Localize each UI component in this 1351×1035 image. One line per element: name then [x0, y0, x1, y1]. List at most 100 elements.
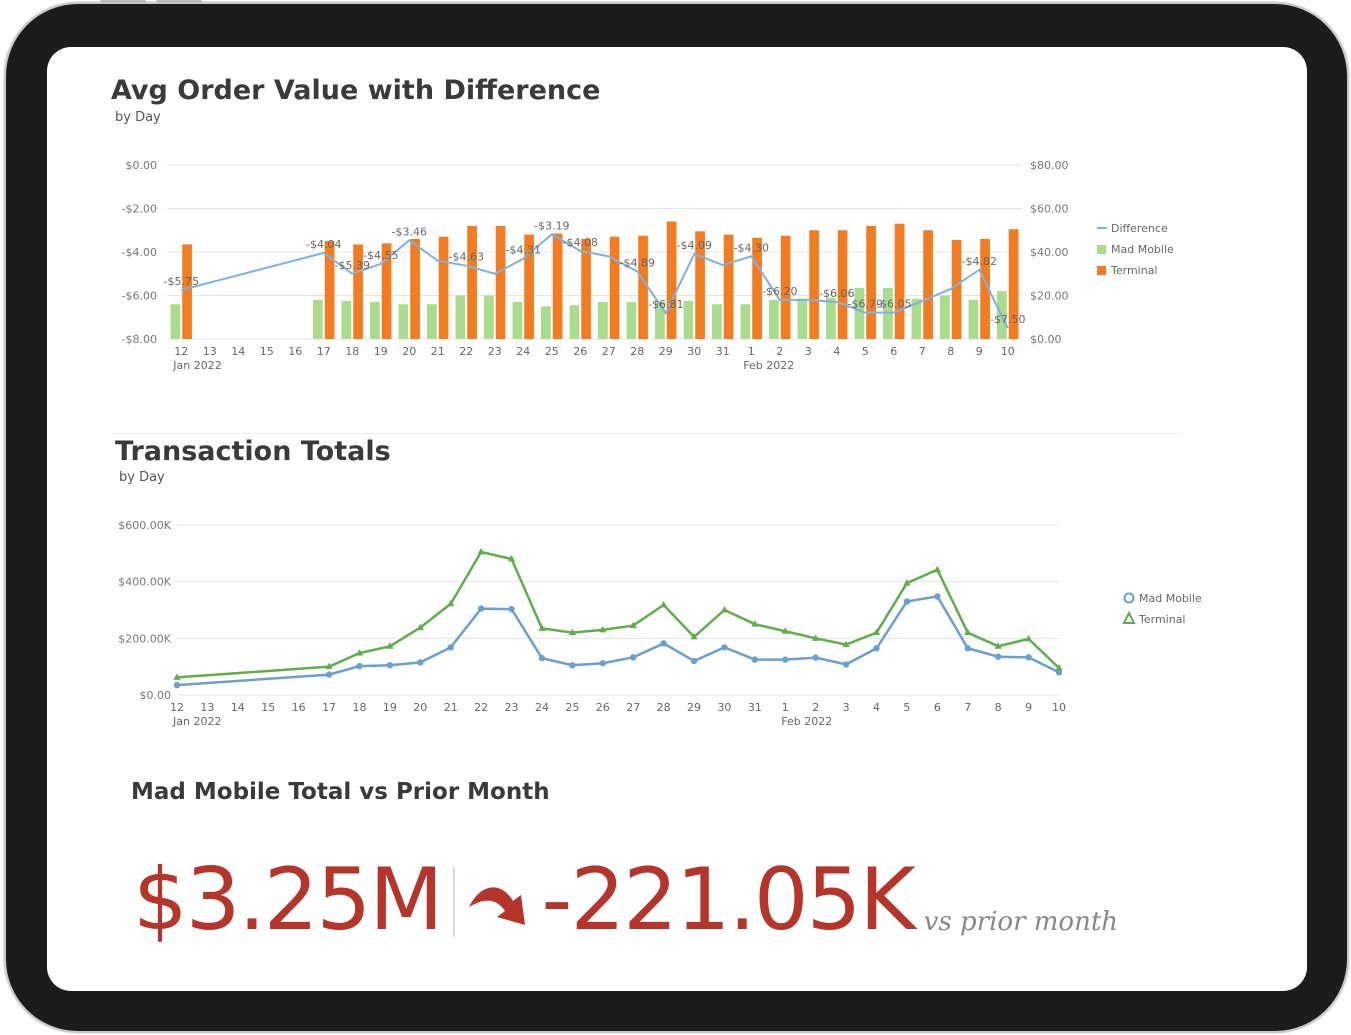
bar-mad-mobile	[170, 304, 181, 339]
x-tick-label: 27	[626, 701, 640, 714]
legend-label-terminal: Terminal	[1138, 613, 1186, 626]
bar-terminal	[495, 225, 506, 339]
point-terminal	[903, 579, 911, 586]
x-tick-label: 4	[873, 701, 880, 714]
bar-mad-mobile	[683, 300, 694, 339]
point-terminal	[720, 606, 729, 613]
bar-terminal	[524, 234, 534, 339]
point-mad-mobile	[994, 653, 1002, 660]
right-axis-tick-label: $60.00	[1030, 203, 1069, 216]
point-terminal	[173, 673, 181, 680]
point-terminal	[538, 624, 546, 631]
x-tick-label: 9	[976, 345, 983, 358]
point-terminal	[781, 627, 789, 634]
point-mad-mobile	[386, 662, 394, 669]
bar-terminal	[467, 225, 477, 339]
data-label-difference: -$7.50	[990, 313, 1025, 326]
bar-terminal	[1008, 229, 1019, 339]
bar-mad-mobile	[484, 295, 494, 339]
x-tick-label: 19	[383, 701, 397, 714]
data-label-difference: -$4.30	[734, 241, 769, 254]
point-terminal	[599, 625, 607, 633]
point-terminal	[842, 640, 850, 648]
bar-mad-mobile	[370, 302, 380, 339]
x-tick-label: 21	[444, 701, 458, 714]
kpi-separator	[453, 867, 456, 937]
point-mad-mobile	[1025, 654, 1032, 661]
data-label-difference: -$5.75	[164, 275, 199, 288]
data-label-difference: -$4.89	[620, 256, 655, 269]
section-divider	[111, 433, 1181, 434]
curved-arrow-down-icon	[469, 887, 526, 925]
x-tick-label: 1	[748, 345, 755, 358]
kpi-note: vs prior month	[923, 907, 1119, 937]
point-terminal	[994, 642, 1002, 649]
bar-mad-mobile	[968, 299, 979, 339]
point-mad-mobile	[325, 671, 333, 678]
point-mad-mobile	[477, 605, 485, 612]
point-terminal	[751, 620, 759, 627]
bar-terminal	[695, 231, 705, 339]
line-terminal	[176, 550, 1060, 679]
x-tick-label: 28	[657, 701, 671, 714]
point-terminal	[416, 623, 424, 631]
left-axis-tick-label: $0.00	[126, 159, 158, 172]
x-tick-label: 6	[890, 345, 897, 358]
data-label-difference: -$4.82	[962, 255, 997, 268]
x-tick-label: 3	[805, 345, 812, 358]
x-group-label: Jan 2022	[172, 359, 221, 372]
x-tick-label: 8	[995, 701, 1002, 714]
data-label-difference: -$4.04	[306, 238, 341, 251]
bar-terminal	[809, 230, 819, 339]
x-group-label: Jan 2022	[172, 715, 221, 728]
bar-terminal	[780, 235, 791, 339]
point-terminal	[1055, 664, 1063, 671]
x-tick-label: 15	[261, 701, 275, 714]
legend-swatch-terminal	[1097, 266, 1106, 275]
point-terminal	[629, 621, 637, 629]
bar-terminal	[951, 240, 962, 339]
x-tick-label: 8	[947, 345, 954, 358]
point-terminal	[477, 547, 485, 555]
x-tick-label: 20	[402, 345, 416, 358]
point-terminal	[690, 632, 698, 640]
bar-mad-mobile	[427, 304, 437, 339]
point-mad-mobile	[903, 598, 911, 605]
left-axis-tick-label: -$4.00	[122, 246, 157, 259]
bar-mad-mobile	[769, 299, 779, 339]
bar-terminal	[638, 235, 648, 339]
point-terminal	[812, 634, 820, 641]
x-group-label: Feb 2022	[781, 715, 832, 728]
x-tick-label: 25	[565, 701, 579, 714]
bar-terminal	[980, 238, 990, 339]
bar-mad-mobile	[313, 299, 323, 339]
data-label-difference: -$6.05	[876, 298, 911, 311]
x-tick-label: 4	[833, 345, 840, 358]
bar-terminal	[410, 238, 420, 339]
right-axis-tick-label: $40.00	[1030, 246, 1069, 259]
x-tick-label: 17	[322, 701, 336, 714]
point-mad-mobile	[690, 657, 698, 665]
x-tick-label: 14	[231, 701, 245, 714]
bar-terminal	[666, 221, 677, 339]
x-tick-label: 3	[843, 701, 850, 714]
x-tick-label: 13	[203, 345, 217, 358]
x-tick-label: 7	[919, 345, 926, 358]
kpi-row: $3.25M -221.05K vs prior month	[133, 833, 1118, 943]
point-mad-mobile	[842, 661, 850, 668]
x-tick-label: 23	[505, 701, 519, 714]
bar-mad-mobile	[341, 300, 352, 339]
point-mad-mobile	[1055, 669, 1063, 676]
point-mad-mobile	[173, 681, 181, 689]
data-label-difference: -$4.63	[449, 251, 484, 264]
bar-mad-mobile	[797, 298, 808, 339]
data-label-difference: -$6.79	[848, 298, 883, 311]
right-axis-tick-label: $0.00	[1030, 333, 1062, 346]
chart2-title: Transaction Totals	[115, 436, 391, 467]
right-axis-tick-label: $80.00	[1030, 159, 1069, 172]
bar-mad-mobile	[740, 304, 751, 339]
bar-mad-mobile	[569, 305, 580, 339]
point-mad-mobile	[599, 660, 606, 667]
point-mad-mobile	[630, 654, 637, 661]
chart1-subtitle: by Day	[115, 110, 161, 125]
